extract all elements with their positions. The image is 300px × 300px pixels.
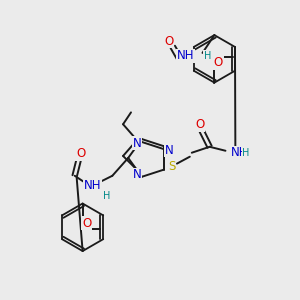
Text: NH: NH bbox=[230, 146, 248, 159]
Text: H: H bbox=[204, 51, 211, 61]
Text: N: N bbox=[133, 168, 141, 181]
Text: O: O bbox=[76, 148, 85, 160]
Text: O: O bbox=[164, 34, 173, 47]
Text: H: H bbox=[242, 148, 250, 158]
Text: N: N bbox=[133, 136, 141, 149]
Text: H: H bbox=[103, 190, 110, 201]
Text: O: O bbox=[214, 56, 223, 69]
Text: NH: NH bbox=[177, 50, 195, 62]
Text: NH: NH bbox=[84, 179, 101, 192]
Text: S: S bbox=[168, 160, 176, 173]
Text: O: O bbox=[195, 118, 204, 131]
Text: N: N bbox=[165, 144, 173, 157]
Text: O: O bbox=[82, 217, 91, 230]
